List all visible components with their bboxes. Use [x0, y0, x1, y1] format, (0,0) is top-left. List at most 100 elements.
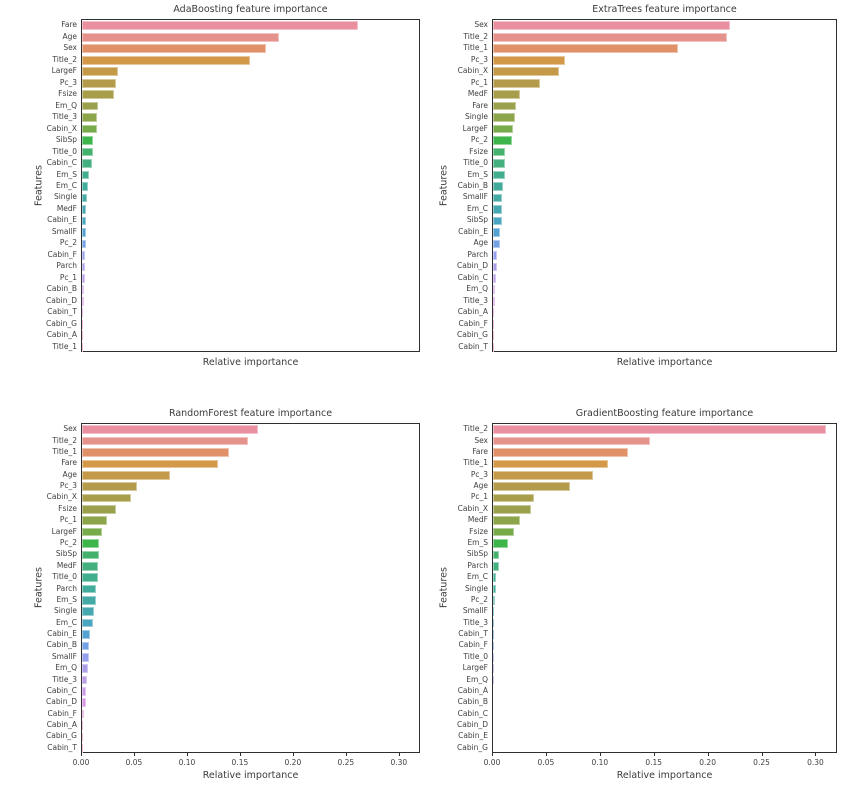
- ytick-label: Sex: [63, 424, 77, 434]
- bar-cabin_c: [82, 687, 87, 696]
- x-tickmark: [707, 753, 709, 756]
- ytick-label: Fsize: [469, 146, 488, 156]
- bar-pc_1: [493, 78, 541, 88]
- xtick-label: 0.05: [125, 758, 143, 767]
- ytick-label: Cabin_G: [46, 318, 77, 328]
- x-axis-label: Relative importance: [616, 770, 713, 781]
- bar-em_c: [82, 182, 89, 191]
- x-tickmark: [398, 753, 400, 756]
- x-tickmark: [545, 753, 547, 756]
- bar-em_q: [82, 664, 89, 673]
- bar-pc_3: [493, 55, 566, 65]
- x-tickmark: [186, 753, 188, 756]
- x-tickmark: [81, 753, 82, 756]
- bar-title_2: [82, 55, 251, 65]
- bar-title_0: [82, 147, 93, 157]
- x-tickmark: [599, 753, 601, 756]
- axes-gradientboosting: [492, 423, 837, 753]
- ytick-label: Title_0: [463, 158, 488, 168]
- bar-single: [493, 113, 515, 122]
- ytick-label: Title_3: [463, 295, 488, 305]
- bar-cabin_g: [493, 331, 494, 341]
- bar-sibsp: [493, 550, 499, 560]
- ytick-label: Cabin_B: [46, 284, 77, 294]
- bar-cabin_f: [493, 319, 494, 329]
- ytick-label: Em_C: [55, 617, 77, 627]
- ytick-label: Fsize: [58, 89, 77, 99]
- bar-cabin_b: [82, 285, 85, 295]
- bar-title_1: [493, 459, 609, 469]
- ytick-label: Title_2: [463, 31, 488, 41]
- xtick-label: 0.10: [591, 758, 609, 767]
- ytick-label: SmallF: [51, 651, 77, 661]
- bar-fare: [82, 459, 218, 469]
- ytick-label: MedF: [467, 515, 488, 525]
- bar-em_s: [82, 596, 96, 605]
- ytick-label: Cabin_D: [46, 697, 77, 707]
- ytick-label: Em_C: [466, 203, 488, 213]
- ytick-label: Age: [473, 481, 488, 491]
- bar-cabin_e: [82, 216, 87, 226]
- ytick-label: Cabin_C: [457, 708, 488, 718]
- ytick-label: Fare: [61, 458, 77, 468]
- ytick-label: Pc_1: [59, 515, 77, 525]
- ytick-label: Title_2: [463, 424, 488, 434]
- bar-largef: [493, 664, 494, 673]
- ytick-label: Title_2: [52, 54, 77, 64]
- bar-pc_3: [493, 470, 594, 480]
- ytick-label: LargeF: [462, 663, 488, 673]
- ytick-label: Em_C: [55, 181, 77, 190]
- xtick-label: 0.15: [645, 758, 663, 767]
- x-axis-label: Relative importance: [202, 357, 299, 368]
- bar-sibsp: [82, 550, 99, 560]
- ytick-label: Cabin_D: [46, 295, 77, 305]
- bar-sex: [493, 21, 731, 31]
- ytick-label: LargeF: [462, 123, 488, 133]
- bar-title_2: [493, 425, 827, 434]
- bar-sex: [82, 425, 258, 434]
- bar-cabin_e: [82, 630, 90, 639]
- bar-em_c: [493, 205, 502, 214]
- x-axis-label: Relative importance: [202, 770, 299, 781]
- bar-smallf: [493, 607, 494, 617]
- bar-parch: [82, 584, 97, 594]
- ytick-label: Title_2: [52, 435, 77, 445]
- ytick-label: Cabin_A: [46, 330, 77, 340]
- bar-single: [493, 584, 496, 594]
- ytick-label: Cabin_A: [46, 720, 77, 730]
- x-tickmark: [815, 753, 817, 756]
- bar-title_2: [493, 32, 727, 42]
- ytick-label: Cabin_T: [458, 629, 488, 639]
- bar-sibsp: [493, 216, 502, 226]
- ytick-label: SmallF: [462, 606, 488, 616]
- plot-title-randomforest: RandomForest feature importance: [168, 408, 333, 419]
- bar-em_c: [82, 618, 93, 628]
- ytick-label: Em_Q: [55, 663, 77, 673]
- ytick-label: Single: [53, 606, 77, 616]
- bar-largef: [493, 124, 514, 134]
- ytick-label: Cabin_G: [457, 330, 488, 340]
- bar-title_1: [82, 448, 230, 457]
- bar-cabin_g: [82, 732, 83, 742]
- bar-title_3: [82, 113, 98, 122]
- bar-cabin_t: [82, 743, 83, 753]
- bar-cabin_a: [82, 721, 84, 730]
- plot-title-gradientboosting: GradientBoosting feature importance: [575, 408, 754, 419]
- ytick-label: Pc_3: [59, 77, 77, 87]
- ytick-label: Title_0: [52, 146, 77, 156]
- ytick-label: Sex: [474, 20, 488, 30]
- ytick-label: Title_1: [463, 43, 488, 53]
- bar-title_0: [82, 573, 98, 582]
- bar-medf: [82, 205, 87, 214]
- bar-cabin_a: [493, 308, 494, 318]
- ytick-label: Pc_1: [470, 77, 488, 87]
- ytick-label: Em_S: [467, 169, 488, 179]
- ytick-label: Cabin_C: [457, 272, 488, 282]
- ytick-label: Cabin_D: [457, 261, 488, 271]
- x-tickmark: [292, 753, 294, 756]
- bar-cabin_t: [493, 630, 494, 639]
- bar-em_s: [493, 539, 508, 548]
- xtick-label: 0.30: [390, 758, 408, 767]
- bar-cabin_f: [82, 709, 84, 719]
- bar-age: [82, 32, 280, 42]
